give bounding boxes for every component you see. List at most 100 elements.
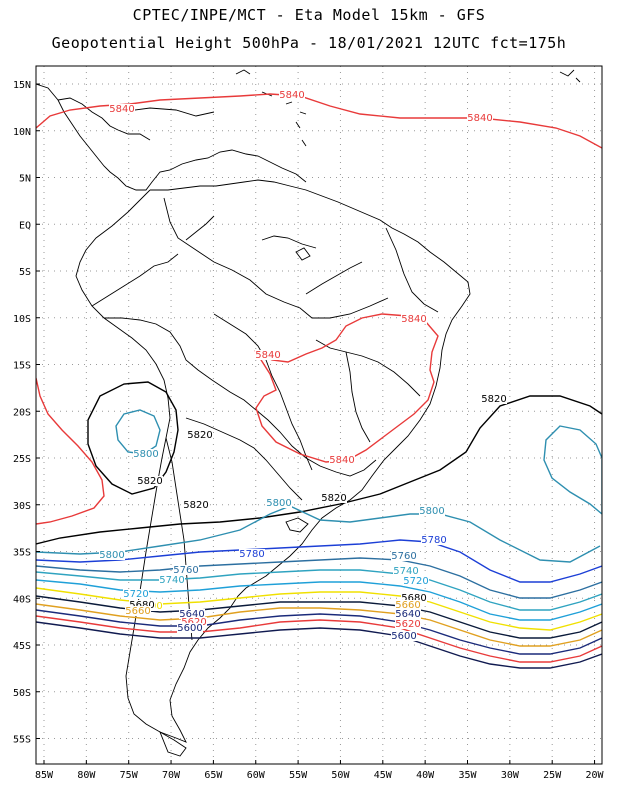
- contour-label: 5840: [279, 90, 304, 101]
- contour-label-bg: [403, 576, 429, 586]
- lon-tick-label: 80W: [77, 770, 96, 781]
- contour-label-bg: [329, 455, 355, 465]
- contour-label-bg: [187, 430, 213, 440]
- contour-label: 5840: [401, 314, 426, 325]
- contour-label: 5620: [395, 619, 420, 630]
- lon-tick-label: 35W: [458, 770, 477, 781]
- contour-label-bg: [159, 575, 185, 585]
- contour-label: 5660: [125, 606, 150, 617]
- contour-label-bg: [279, 90, 305, 100]
- contour-label-bg: [239, 549, 265, 559]
- contour-label: 5680: [401, 593, 426, 604]
- title-line-1: CPTEC/INPE/MCT - Eta Model 15km - GFS: [132, 6, 486, 24]
- contour-5820-main: [36, 395, 602, 545]
- contour-label-bg: [181, 617, 207, 627]
- contour-5800-east: [543, 425, 602, 515]
- contour-label: 5720: [123, 589, 148, 600]
- contour-label: 5800: [419, 506, 444, 517]
- contour-label: 5780: [421, 535, 446, 546]
- contour-label: 5840: [329, 455, 354, 466]
- contour-label-bg: [419, 506, 445, 516]
- contour-label: 5840: [467, 113, 492, 124]
- contour-labels: 5840 5840 5840 5840 5840 5840 5820 5820 5820 5820…: [99, 90, 507, 642]
- contour-label-bg: [109, 104, 135, 114]
- contour-label-bg: [395, 609, 421, 619]
- lon-tick-label: 85W: [35, 770, 54, 781]
- lon-tick-label: 70W: [162, 770, 181, 781]
- contour-label-bg: [125, 606, 151, 616]
- contour-label: 5660: [395, 600, 420, 611]
- contour-label: 5600: [391, 631, 416, 642]
- contour-label-bg: [481, 394, 507, 404]
- graticule: [36, 66, 602, 764]
- contour-label: 5820: [137, 476, 162, 487]
- contour-label: 5740: [393, 566, 418, 577]
- contour-label-bg: [395, 619, 421, 629]
- contour-5680: [36, 595, 602, 639]
- lon-tick-label: 55W: [289, 770, 308, 781]
- lat-tick-label: 20S: [13, 407, 31, 418]
- contour-label-bg: [179, 609, 205, 619]
- contour-label-bg: [177, 623, 203, 633]
- contour-label: 5840: [255, 350, 280, 361]
- map-frame: [35, 65, 603, 765]
- contour-5640: [36, 609, 602, 655]
- lat-tick-label: 45S: [13, 641, 31, 652]
- contour-label: 5820: [481, 394, 506, 405]
- lat-tick-label: 10N: [13, 127, 31, 138]
- lat-tick-label: 35S: [13, 548, 31, 559]
- contour-5840-north: [36, 93, 602, 149]
- contour-label: 5620: [181, 617, 206, 628]
- contour-5760: [36, 557, 602, 599]
- contour-5660: [36, 603, 602, 647]
- contour-label-bg: [467, 113, 493, 123]
- lon-tick-label: 25W: [543, 770, 562, 781]
- contour-5780: [36, 539, 602, 583]
- lat-tick-label: 15N: [13, 80, 31, 91]
- latitude-axis: 15N 10N 5N EQ 5S 10S 15S 20S 25S 30S 35S 40S 45S 50S 5…: [13, 80, 40, 746]
- contour-label: 5740: [159, 575, 184, 586]
- lat-tick-label: 15S: [13, 361, 31, 372]
- lon-tick-label: 40W: [416, 770, 435, 781]
- lat-tick-label: 30S: [13, 501, 31, 512]
- contour-label: 5640: [395, 609, 420, 620]
- contour-label: 5840: [109, 104, 134, 115]
- contour-label-bg: [421, 535, 447, 545]
- coastline: [36, 69, 581, 757]
- contour-label: 5800: [266, 498, 291, 509]
- contour-label-bg: [321, 493, 347, 503]
- contour-5740: [36, 569, 602, 611]
- contour-label-bg: [401, 314, 427, 324]
- contour-label-bg: [393, 566, 419, 576]
- contour-label-bg: [395, 600, 421, 610]
- lon-tick-label: 45W: [374, 770, 393, 781]
- lat-tick-label: 10S: [13, 314, 31, 325]
- contour-5820-west: [87, 381, 179, 495]
- contour-label: 5780: [239, 549, 264, 560]
- contour-label-bg: [391, 631, 417, 641]
- contour-label: 5820: [187, 430, 212, 441]
- contour-label-bg: [173, 565, 199, 575]
- lon-tick-label: 50W: [331, 770, 350, 781]
- contour-5840-west: [36, 377, 105, 525]
- contour-label-bg: [255, 350, 281, 360]
- contour-label-bg: [137, 476, 163, 486]
- longitude-axis: 85W 80W 75W 70W 65W 60W 55W 50W 45W 40W 35W 30W 25W 2…: [35, 760, 605, 781]
- lon-tick-label: 75W: [120, 770, 139, 781]
- lat-tick-label: 40S: [13, 594, 31, 605]
- contour-label: 5820: [183, 500, 208, 511]
- lat-tick-label: 55S: [13, 735, 31, 746]
- contour-label: 5720: [403, 576, 428, 587]
- contour-label-bg: [183, 500, 209, 510]
- lon-tick-label: 30W: [501, 770, 520, 781]
- lat-tick-label: 5N: [19, 174, 31, 185]
- lat-tick-label: EQ: [19, 220, 31, 231]
- contour-label-bg: [391, 551, 417, 561]
- contour-label: 5600: [177, 623, 202, 634]
- contour-label-bg: [129, 600, 155, 610]
- title-line-2: Geopotential Height 500hPa - 18/01/2021 …: [51, 34, 567, 52]
- contour-label-bg: [123, 589, 149, 599]
- contour-label: 5640: [179, 609, 204, 620]
- lat-tick-label: 50S: [13, 688, 31, 699]
